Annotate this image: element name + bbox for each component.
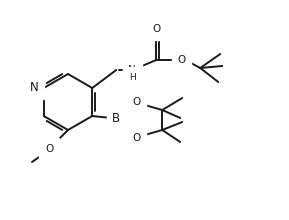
Text: N: N xyxy=(128,65,136,75)
Text: H: H xyxy=(129,73,136,81)
Text: O: O xyxy=(132,97,140,107)
Text: O: O xyxy=(132,133,140,143)
Text: O: O xyxy=(177,55,185,65)
Text: O: O xyxy=(45,144,53,154)
Text: N: N xyxy=(30,81,39,94)
Text: B: B xyxy=(112,112,120,125)
Text: O: O xyxy=(152,24,160,34)
